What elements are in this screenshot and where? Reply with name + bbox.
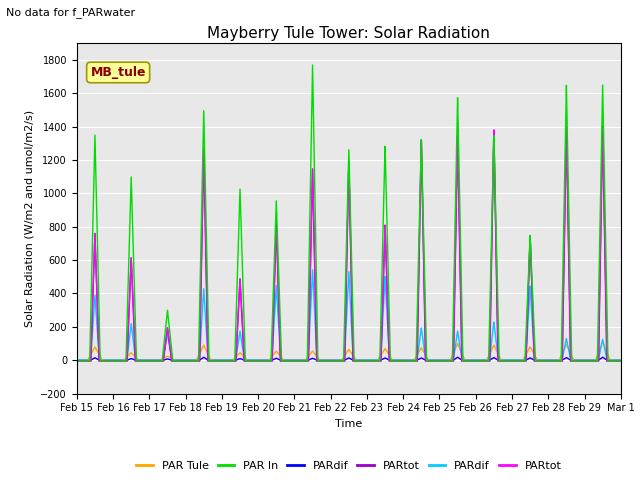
X-axis label: Time: Time xyxy=(335,419,362,429)
Title: Mayberry Tule Tower: Solar Radiation: Mayberry Tule Tower: Solar Radiation xyxy=(207,25,490,41)
Legend: PAR Tule, PAR In, PARdif, PARtot, PARdif, PARtot: PAR Tule, PAR In, PARdif, PARtot, PARdif… xyxy=(132,457,566,476)
Text: MB_tule: MB_tule xyxy=(90,66,146,79)
Y-axis label: Solar Radiation (W/m2 and umol/m2/s): Solar Radiation (W/m2 and umol/m2/s) xyxy=(25,110,35,327)
Text: No data for f_PARwater: No data for f_PARwater xyxy=(6,7,136,18)
